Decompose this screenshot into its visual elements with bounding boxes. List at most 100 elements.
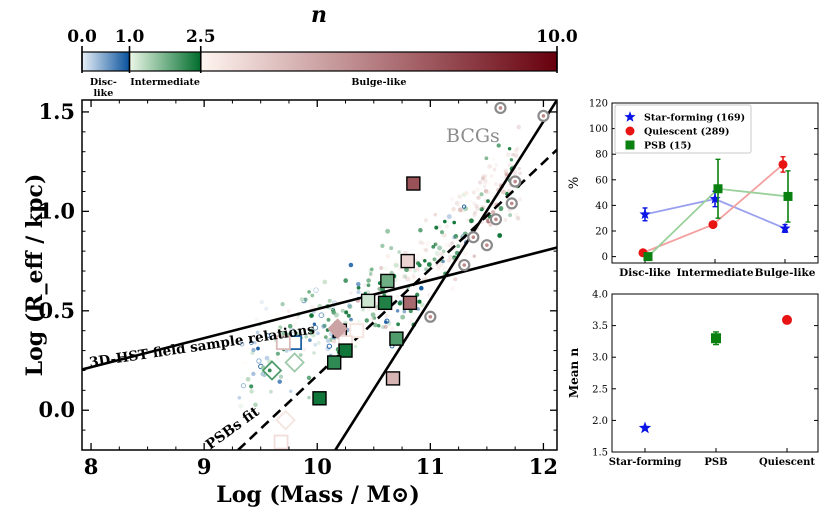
background-galaxy-point bbox=[299, 297, 305, 302]
psb-square-marker bbox=[338, 343, 353, 358]
background-galaxy-point bbox=[323, 335, 328, 339]
top-right-y-tick-label: 100 bbox=[589, 124, 608, 135]
background-galaxy-point bbox=[450, 241, 454, 245]
background-galaxy-point bbox=[437, 253, 443, 259]
background-galaxy-point bbox=[411, 275, 415, 280]
background-galaxy-point bbox=[260, 371, 265, 376]
legend-label: PSB (15) bbox=[644, 141, 692, 152]
background-galaxy-point bbox=[384, 313, 389, 319]
bcg-marker-core bbox=[428, 314, 433, 319]
bcg-marker-core bbox=[513, 179, 517, 184]
bcg-marker-core bbox=[485, 243, 489, 247]
background-galaxy-point bbox=[389, 246, 394, 251]
background-galaxy-point bbox=[259, 299, 264, 305]
background-galaxy-point bbox=[477, 205, 482, 210]
background-galaxy-point bbox=[250, 350, 255, 356]
background-galaxy-point bbox=[287, 323, 293, 329]
background-galaxy-point bbox=[444, 242, 450, 248]
background-galaxy-point bbox=[513, 153, 519, 159]
background-galaxy-point bbox=[325, 338, 331, 343]
background-galaxy-point bbox=[518, 171, 523, 176]
background-galaxy-point bbox=[454, 200, 460, 206]
background-galaxy-point bbox=[464, 190, 469, 196]
background-galaxy-point bbox=[313, 287, 319, 293]
bottom-right-mean-n-panel: 1.5 2.0 2.5 3.0 3.5 4.0 Star-forming PSB Quiesc… bbox=[567, 290, 819, 468]
top-right-data-point bbox=[639, 208, 651, 220]
background-galaxy-point bbox=[452, 220, 457, 225]
legend-marker bbox=[625, 126, 635, 136]
background-galaxy-point bbox=[264, 355, 270, 361]
background-galaxy-point bbox=[281, 331, 286, 337]
psb-square-marker bbox=[389, 331, 404, 346]
bottom-right-y-tick-label: 2.5 bbox=[592, 384, 608, 395]
background-galaxy-point bbox=[383, 265, 389, 271]
background-galaxy-point bbox=[346, 313, 351, 318]
background-galaxy-point bbox=[483, 173, 488, 178]
background-galaxy-point bbox=[446, 214, 452, 220]
background-galaxy-point bbox=[468, 218, 474, 224]
background-galaxy-point bbox=[509, 158, 514, 162]
background-galaxy-point bbox=[425, 241, 431, 246]
background-galaxy-point bbox=[503, 170, 508, 175]
background-galaxy-point bbox=[309, 313, 314, 318]
background-galaxy-point bbox=[441, 233, 446, 238]
background-galaxy-point bbox=[490, 174, 494, 178]
background-galaxy-point bbox=[349, 291, 353, 295]
colorbar-segment-intermediate bbox=[129, 52, 201, 71]
background-galaxy-point bbox=[516, 124, 521, 130]
background-galaxy-point bbox=[396, 278, 402, 283]
background-galaxy-point bbox=[472, 213, 477, 218]
background-galaxy-point bbox=[366, 307, 371, 312]
background-galaxy-point bbox=[434, 251, 440, 256]
background-galaxy-point bbox=[293, 321, 298, 327]
background-galaxy-point bbox=[442, 233, 448, 239]
bcg-marker-core bbox=[509, 201, 514, 206]
background-galaxy-point bbox=[439, 230, 445, 235]
background-galaxy-point bbox=[383, 324, 388, 329]
background-galaxy-point bbox=[507, 162, 513, 168]
background-galaxy-point bbox=[249, 384, 254, 389]
background-galaxy-point bbox=[312, 322, 317, 326]
psb-diamond-marker bbox=[275, 409, 296, 431]
main-y-tick-label: 0.5 bbox=[38, 298, 75, 323]
bottom-right-frame bbox=[611, 293, 819, 453]
background-galaxy-point bbox=[278, 374, 284, 379]
legend-marker bbox=[624, 111, 636, 122]
top-right-y-tick-label: 40 bbox=[595, 201, 608, 212]
background-galaxy-point bbox=[393, 259, 399, 265]
background-galaxy-point bbox=[256, 358, 262, 364]
background-galaxy-point bbox=[376, 324, 381, 328]
background-galaxy-point bbox=[450, 197, 454, 201]
background-galaxy-point bbox=[248, 340, 254, 345]
background-galaxy-point bbox=[438, 263, 444, 268]
colorbar-tick-label: 10.0 bbox=[536, 27, 578, 47]
background-galaxy-point bbox=[274, 314, 279, 319]
background-galaxy-point bbox=[434, 225, 439, 230]
background-galaxy-point bbox=[478, 180, 483, 185]
background-galaxy-point bbox=[400, 314, 406, 320]
background-galaxy-point bbox=[434, 241, 440, 247]
top-right-data-point bbox=[708, 220, 718, 230]
background-galaxy-point bbox=[238, 403, 244, 409]
background-galaxy-point bbox=[344, 310, 349, 315]
main-x-tick-label: 10 bbox=[303, 454, 332, 479]
background-galaxy-point bbox=[426, 262, 432, 267]
background-galaxy-point bbox=[508, 213, 513, 218]
background-galaxy-point bbox=[482, 180, 488, 185]
background-galaxy-point bbox=[322, 279, 328, 285]
background-galaxy-point bbox=[414, 252, 420, 258]
background-galaxy-point bbox=[401, 274, 407, 279]
background-galaxy-point bbox=[356, 285, 361, 290]
background-galaxy-point bbox=[264, 306, 269, 311]
background-galaxy-point bbox=[325, 346, 331, 352]
background-galaxy-point bbox=[379, 265, 384, 271]
background-galaxy-point bbox=[439, 251, 444, 256]
psb-diamond-marker bbox=[327, 318, 348, 339]
background-galaxy-point bbox=[312, 351, 316, 355]
psb-square-marker bbox=[402, 295, 418, 311]
colorbar-segment-label: like bbox=[93, 88, 113, 99]
background-galaxy-point bbox=[453, 277, 458, 282]
background-galaxy-point bbox=[331, 338, 337, 344]
psb-diamond-marker bbox=[261, 360, 283, 381]
psb-square-marker bbox=[349, 323, 365, 339]
